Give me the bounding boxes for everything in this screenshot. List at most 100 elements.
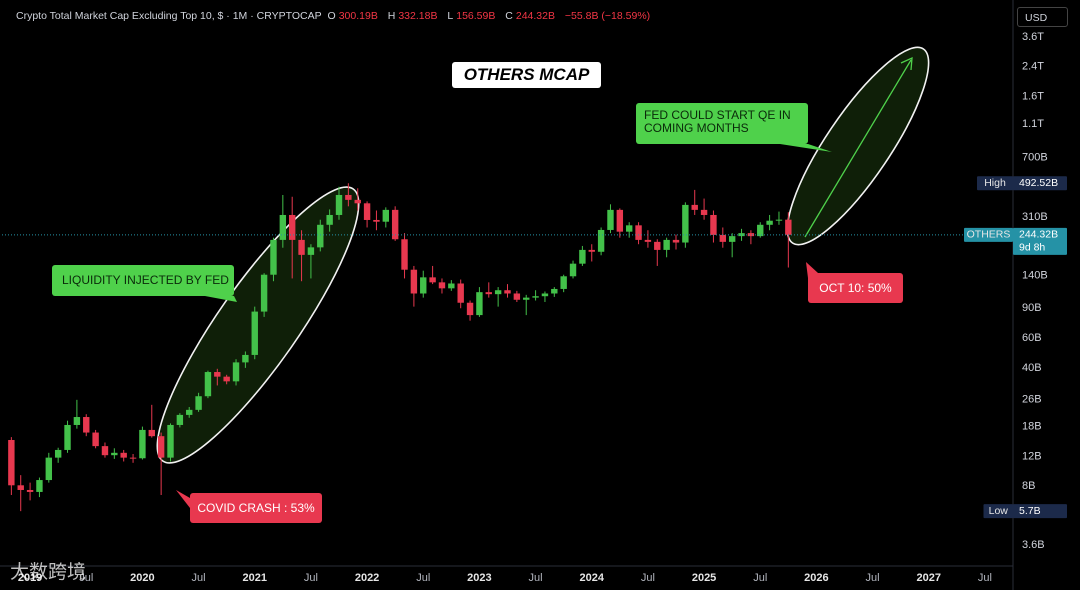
callout-text: FED COULD START QE IN COMING MONTHS bbox=[644, 108, 791, 135]
candle-body bbox=[8, 439, 15, 486]
candle-body bbox=[654, 241, 661, 250]
y-tick-label: 700B bbox=[1022, 151, 1048, 163]
candle-body bbox=[335, 194, 343, 215]
candle-body bbox=[167, 424, 174, 458]
candle-body bbox=[186, 409, 193, 415]
callout: OCT 10: 50% bbox=[808, 273, 903, 303]
trend-arrow-head bbox=[900, 56, 913, 71]
x-tick-label: Jul bbox=[416, 572, 430, 584]
x-tick-label: 2020 bbox=[130, 572, 154, 584]
candle-body bbox=[597, 229, 605, 252]
callout-pointer bbox=[176, 490, 190, 508]
candle-body bbox=[26, 489, 34, 492]
candle-body bbox=[382, 209, 390, 222]
x-tick-label: 2025 bbox=[692, 572, 716, 584]
callout-pointer bbox=[780, 144, 832, 152]
candle-body bbox=[523, 297, 530, 300]
y-tick-label: 18B bbox=[1022, 420, 1042, 432]
highlight-ellipse bbox=[786, 46, 930, 246]
candle-body bbox=[532, 296, 539, 298]
candle-body bbox=[476, 292, 483, 316]
x-tick-label: Jul bbox=[79, 572, 93, 584]
x-tick-label: 2024 bbox=[580, 572, 605, 584]
candle-body bbox=[504, 290, 511, 294]
candle-body bbox=[101, 446, 109, 456]
candle-body bbox=[223, 376, 230, 382]
x-tick-label: 2019 bbox=[18, 572, 42, 584]
candle-body bbox=[111, 452, 118, 456]
candle-body bbox=[485, 292, 492, 295]
candle-body bbox=[64, 424, 71, 450]
trend-arrow bbox=[804, 59, 912, 238]
candle-body bbox=[682, 204, 689, 243]
price-label-value: 244.32B bbox=[1019, 229, 1058, 241]
candle-body bbox=[494, 290, 502, 295]
x-tick-label: 2022 bbox=[355, 572, 379, 584]
candle-body bbox=[232, 362, 240, 382]
candle-body bbox=[345, 194, 352, 200]
candle-body bbox=[83, 417, 90, 433]
candle-body bbox=[569, 263, 577, 277]
candle-body bbox=[36, 480, 43, 492]
candle-body bbox=[466, 302, 474, 316]
candle-body bbox=[635, 225, 642, 240]
x-tick-label: Jul bbox=[529, 572, 543, 584]
y-tick-label: 12B bbox=[1022, 450, 1042, 462]
x-tick-label: Jul bbox=[304, 572, 318, 584]
x-tick-label: Jul bbox=[866, 572, 880, 584]
candle-body bbox=[541, 293, 549, 297]
candle-body bbox=[457, 283, 464, 303]
price-label-name: Low bbox=[989, 505, 1009, 517]
candle-body bbox=[73, 417, 81, 425]
candle-body bbox=[176, 414, 184, 425]
candle-body bbox=[644, 239, 652, 242]
y-tick-label: 310B bbox=[1022, 211, 1048, 223]
candle-body bbox=[17, 485, 24, 490]
candle-body bbox=[785, 219, 792, 235]
chart-title: OTHERS MCAP bbox=[452, 62, 601, 88]
candle-body bbox=[719, 234, 727, 242]
y-tick-label: 8B bbox=[1022, 480, 1035, 492]
callout: FED COULD START QE IN COMING MONTHS bbox=[636, 103, 808, 144]
candle-body bbox=[391, 209, 399, 240]
price-label-value: 5.7B bbox=[1019, 505, 1041, 517]
candle-body bbox=[214, 372, 221, 377]
candle-body bbox=[607, 209, 614, 230]
candle-body bbox=[148, 429, 155, 437]
candle-body bbox=[139, 429, 146, 459]
candle-body bbox=[373, 219, 380, 222]
x-tick-label: Jul bbox=[641, 572, 655, 584]
x-tick-label: 2023 bbox=[467, 572, 491, 584]
candle-body bbox=[204, 372, 212, 397]
candle-body bbox=[260, 274, 268, 312]
price-label-box bbox=[1013, 176, 1067, 191]
y-tick-label: 1.1T bbox=[1022, 118, 1044, 130]
candle-body bbox=[448, 283, 455, 289]
y-tick-label: 2.4T bbox=[1022, 61, 1044, 73]
y-tick-label: 26B bbox=[1022, 393, 1042, 405]
price-label-name-box bbox=[983, 504, 1013, 519]
watermark: 大数跨境 bbox=[10, 561, 87, 583]
candle-body bbox=[551, 288, 558, 294]
candle-body bbox=[54, 449, 62, 458]
price-label-name-box bbox=[977, 176, 1013, 191]
x-tick-label: 2021 bbox=[243, 572, 267, 584]
candle-body bbox=[560, 276, 567, 289]
candle-body bbox=[663, 239, 670, 250]
x-tick-label: Jul bbox=[978, 572, 992, 584]
y-tick-label: 3.6T bbox=[1022, 31, 1044, 43]
y-tick-label: 3.6B bbox=[1022, 539, 1045, 551]
candle-body bbox=[307, 247, 315, 255]
candle-body bbox=[513, 293, 521, 300]
ohlc-value: 300.19B bbox=[338, 10, 378, 22]
candle-body bbox=[438, 282, 446, 289]
candle-body bbox=[429, 277, 436, 283]
candle-body bbox=[92, 432, 99, 447]
candle-body bbox=[420, 277, 427, 294]
price-label-box bbox=[1013, 504, 1067, 519]
candle-body bbox=[242, 354, 249, 363]
candle-body bbox=[354, 199, 361, 204]
currency-button[interactable]: USD bbox=[1017, 7, 1068, 27]
candle-body bbox=[270, 239, 277, 275]
